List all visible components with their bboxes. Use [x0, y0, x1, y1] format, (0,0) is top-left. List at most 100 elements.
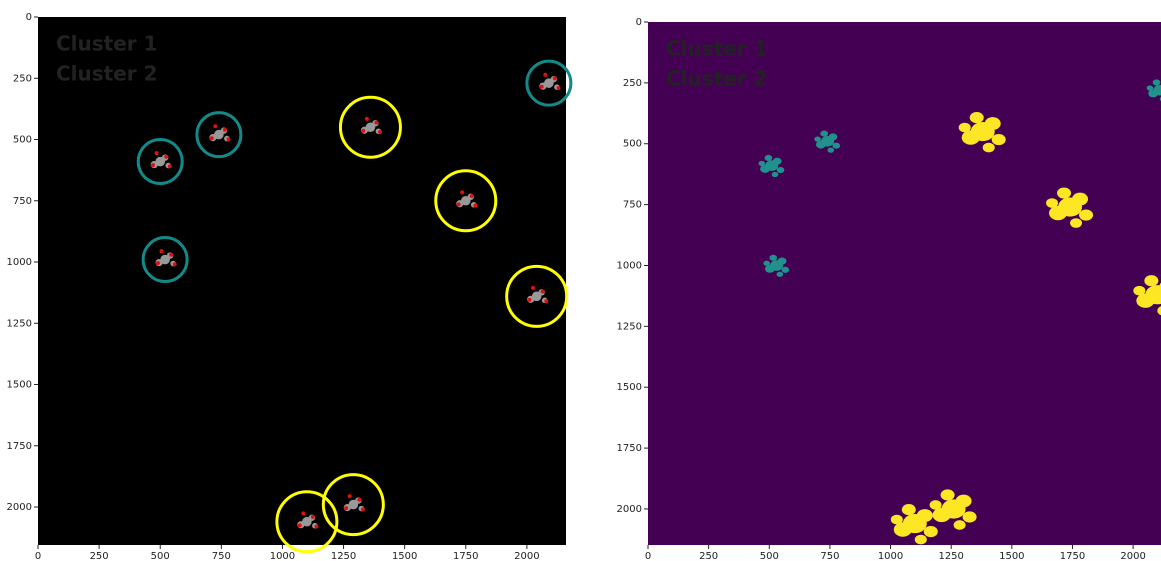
cluster-blob — [1046, 187, 1094, 228]
legend-label: Cluster 1 — [666, 37, 768, 61]
blob-part — [940, 489, 955, 501]
point — [297, 523, 302, 528]
blob-part — [769, 254, 778, 261]
x-tick-label: 1250 — [938, 551, 963, 561]
cluster — [321, 473, 385, 537]
x-tick-label: 2000 — [1120, 551, 1145, 561]
y-tick-label: 1750 — [617, 443, 642, 454]
cluster-ring — [505, 264, 569, 328]
point — [155, 261, 160, 266]
blob-part — [958, 122, 971, 133]
point — [222, 127, 227, 132]
y-tick-label: 0 — [636, 17, 642, 28]
blob-part — [1157, 306, 1161, 316]
blob-part — [1148, 89, 1159, 98]
point — [301, 511, 306, 516]
point — [527, 297, 532, 302]
y-tick-label: 500 — [623, 139, 642, 150]
cluster-ring — [195, 111, 243, 159]
y-tick-label: 1750 — [7, 441, 32, 452]
blob-part — [923, 525, 938, 538]
point — [314, 524, 319, 529]
blob-part — [772, 157, 782, 165]
point — [556, 85, 561, 90]
x-tick-label: 750 — [212, 551, 231, 561]
point — [310, 514, 315, 519]
blob-part — [955, 494, 972, 508]
x-tick-label: 500 — [760, 551, 779, 561]
point — [357, 497, 362, 502]
blob-part — [1070, 218, 1083, 228]
x-tick-label: 0 — [35, 551, 41, 561]
x-tick-label: 1000 — [270, 551, 295, 561]
blob-part — [828, 133, 838, 141]
cluster-blob — [890, 503, 938, 545]
x-tick-label: 250 — [90, 551, 109, 561]
cluster-ring — [434, 169, 498, 233]
point — [344, 506, 349, 511]
blob-part — [901, 503, 916, 516]
x-tick-label: 1250 — [331, 551, 356, 561]
image-area — [38, 17, 566, 545]
point — [159, 249, 164, 254]
cluster-ring — [275, 490, 339, 554]
x-tick-label: 500 — [151, 551, 170, 561]
blob-part — [962, 511, 977, 523]
blob-part — [1057, 187, 1072, 199]
y-tick-label: 2000 — [7, 502, 32, 513]
y-tick-label: 1000 — [617, 260, 642, 271]
point — [552, 76, 557, 81]
legend-label: Cluster 2 — [56, 62, 158, 86]
blob-part — [932, 507, 951, 523]
x-tick-label: 750 — [820, 551, 839, 561]
blob-part — [916, 509, 933, 522]
legend-label: Cluster 1 — [56, 32, 158, 56]
blob-part — [953, 520, 966, 530]
blob-part — [771, 171, 779, 178]
blob-part — [1072, 192, 1089, 206]
blob-part — [820, 130, 829, 137]
cluster-ring — [141, 236, 189, 284]
blob-part — [776, 271, 784, 277]
blob-part — [765, 264, 775, 273]
point — [469, 193, 474, 198]
blob-part — [758, 160, 766, 167]
x-tick-label: 1500 — [999, 551, 1024, 561]
blob-part — [969, 111, 984, 124]
blob-part — [1146, 85, 1154, 91]
y-tick-label: 750 — [13, 196, 32, 207]
blob-part — [1046, 198, 1059, 208]
blob-part — [961, 130, 980, 145]
legend-label: Cluster 2 — [666, 67, 768, 91]
y-tick-label: 250 — [623, 78, 642, 89]
cluster-ring — [321, 473, 385, 537]
point — [361, 128, 366, 133]
x-tick-label: 250 — [699, 551, 718, 561]
blob-part — [760, 164, 771, 173]
cluster — [505, 264, 569, 328]
point — [543, 72, 548, 77]
blob-part — [814, 136, 821, 142]
point — [167, 164, 172, 169]
point — [360, 507, 365, 512]
point — [347, 494, 352, 499]
cluster-blob — [758, 154, 785, 178]
blob-part — [827, 147, 835, 153]
y-tick-label: 500 — [13, 135, 32, 146]
cluster — [141, 236, 189, 284]
blob-part — [1152, 79, 1161, 86]
blob-part — [764, 154, 773, 162]
point — [364, 116, 369, 121]
point — [531, 285, 536, 290]
cluster-blob — [958, 111, 1006, 153]
x-tick-label: 1750 — [1060, 551, 1085, 561]
blob-part — [776, 166, 785, 174]
point — [460, 190, 465, 195]
point — [209, 136, 214, 141]
point — [226, 137, 231, 142]
x-tick-label: 1500 — [392, 551, 417, 561]
cluster-blob — [929, 489, 977, 530]
y-tick-label: 1500 — [7, 380, 32, 391]
blob-part — [777, 257, 787, 265]
